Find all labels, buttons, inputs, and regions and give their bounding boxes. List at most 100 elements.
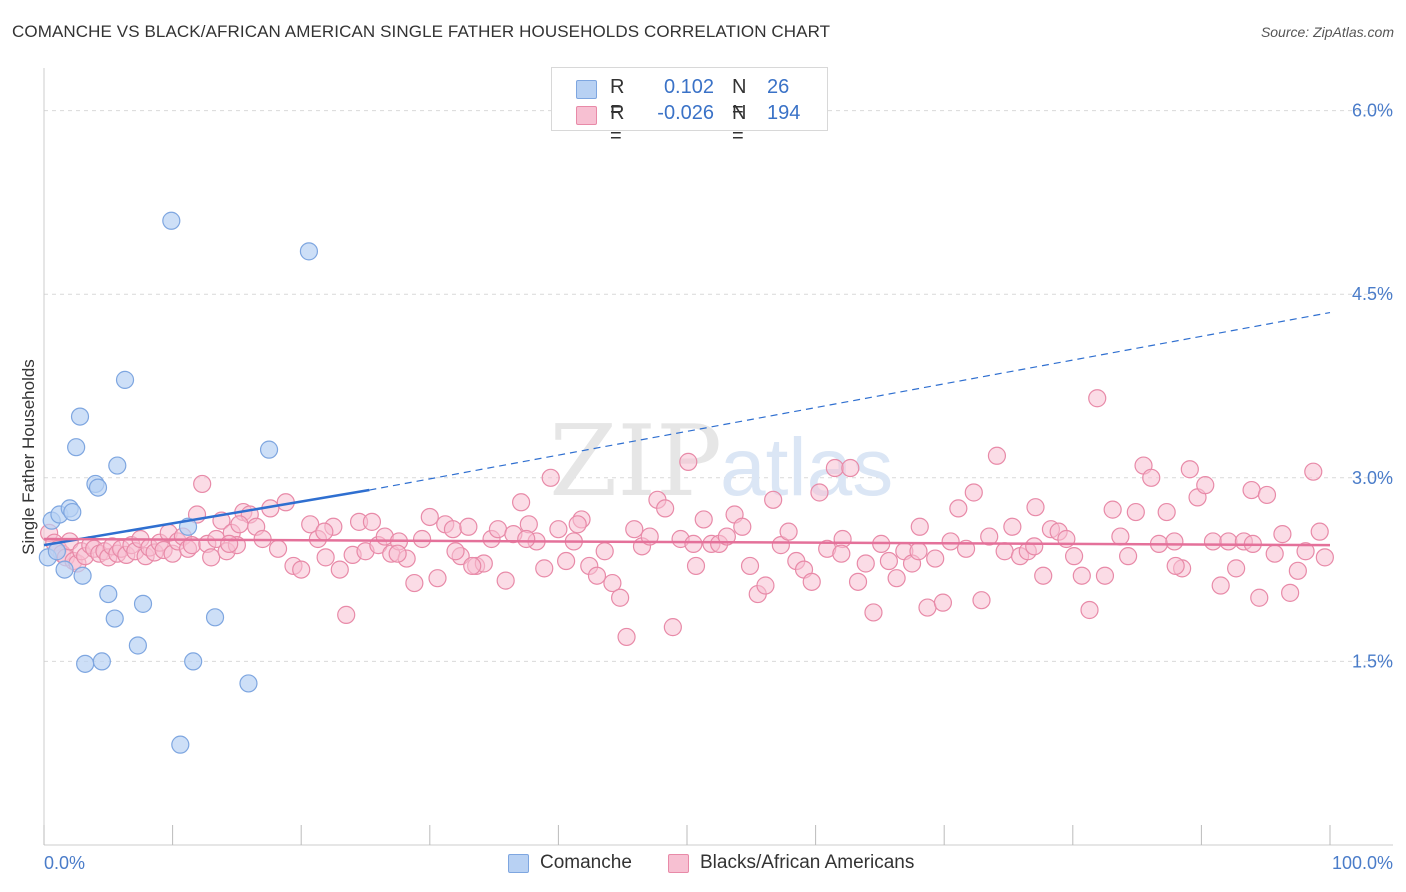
- black-point: [611, 588, 630, 607]
- black-point: [1296, 542, 1315, 561]
- black-point: [1180, 460, 1199, 479]
- comanche-swatch: [508, 854, 529, 873]
- legend-n-value: 194: [767, 102, 801, 124]
- black-point: [519, 515, 538, 534]
- trend-layer: [43, 311, 1331, 547]
- comanche-point: [259, 440, 279, 459]
- black-point: [1165, 532, 1184, 551]
- legend-n-value: 26: [767, 76, 790, 98]
- black-point: [1157, 502, 1176, 522]
- black-point: [535, 559, 554, 578]
- black-point: [1072, 566, 1091, 585]
- black-point: [1126, 502, 1145, 522]
- black-point: [779, 522, 798, 541]
- black-point: [694, 510, 713, 529]
- axis-layer: 1.5% 3.0% 4.5% 6.0%: [43, 68, 1393, 846]
- black-point: [496, 571, 515, 590]
- black-point: [1315, 548, 1334, 567]
- black-point: [337, 605, 356, 624]
- y-tick-label: 4.5%: [1352, 284, 1393, 304]
- black-point: [446, 542, 465, 561]
- black-point: [1304, 462, 1323, 481]
- black-point: [964, 483, 983, 502]
- black-point: [686, 556, 706, 576]
- black-point: [541, 468, 560, 487]
- black-point: [587, 566, 607, 585]
- black-point: [568, 515, 587, 534]
- comanche-point: [55, 560, 74, 579]
- black-points-layer: [40, 389, 1334, 647]
- black-swatch: [576, 106, 597, 125]
- comanche-point: [299, 242, 319, 261]
- black-point: [972, 591, 991, 610]
- black-point: [362, 512, 382, 531]
- black-point: [405, 573, 424, 593]
- black-point: [764, 490, 783, 509]
- comanche-trend-line: [43, 488, 370, 547]
- black-point: [656, 499, 675, 518]
- black-swatch: [668, 854, 689, 873]
- black-point: [517, 529, 536, 549]
- black-point: [388, 544, 407, 563]
- legend-label-black: Blacks/African Americans: [700, 852, 915, 873]
- black-point: [1219, 532, 1238, 551]
- comanche-point: [205, 608, 225, 627]
- comanche-point: [108, 456, 127, 475]
- black-point: [1242, 480, 1261, 500]
- black-point: [1026, 498, 1045, 517]
- legend-n-label: N =: [732, 76, 747, 121]
- black-point: [1080, 600, 1099, 620]
- y-tick-label: 3.0%: [1352, 468, 1393, 488]
- black-point: [428, 569, 447, 588]
- comanche-trend-extension: [369, 311, 1331, 491]
- black-point: [230, 515, 249, 534]
- watermark-atlas: atlas: [720, 422, 893, 513]
- black-point: [740, 556, 760, 576]
- black-point: [443, 520, 463, 539]
- legend-r-value: 0.102: [663, 76, 714, 98]
- comanche-point: [76, 654, 95, 673]
- black-point: [663, 618, 682, 637]
- black-point: [292, 560, 311, 579]
- source-label: Source: ZipAtlas.com: [1260, 24, 1394, 40]
- black-point: [1227, 559, 1246, 578]
- black-point: [918, 598, 937, 617]
- black-point: [941, 532, 960, 551]
- black-point: [733, 517, 752, 536]
- black-point: [315, 522, 334, 541]
- black-point: [910, 517, 929, 536]
- black-point: [1064, 547, 1084, 566]
- black-point: [1034, 566, 1053, 585]
- black-point: [771, 536, 790, 555]
- comanche-point: [105, 609, 124, 628]
- chart-title: COMANCHE VS BLACK/AFRICAN AMERICAN SINGL…: [12, 22, 831, 41]
- black-point: [856, 554, 875, 573]
- black-point: [603, 573, 622, 593]
- x-tick-label-min: 0.0%: [44, 853, 85, 873]
- black-point: [825, 458, 844, 478]
- black-point: [1281, 583, 1300, 602]
- black-point: [717, 527, 736, 546]
- legend-n-label: N =: [732, 102, 747, 147]
- legend-r-label: R =: [610, 76, 625, 121]
- black-trend-line: [43, 537, 1331, 547]
- black-point: [459, 517, 478, 536]
- black-point: [1196, 476, 1215, 495]
- black-point: [949, 499, 968, 518]
- black-point: [617, 627, 636, 647]
- black-point: [987, 446, 1007, 465]
- black-point: [488, 520, 508, 539]
- black-point: [995, 542, 1014, 561]
- black-point: [202, 548, 221, 567]
- black-point: [864, 603, 883, 622]
- black-point: [887, 569, 906, 588]
- black-point: [1111, 527, 1130, 546]
- black-point: [1273, 525, 1292, 544]
- black-point: [316, 548, 335, 567]
- comanche-point: [162, 211, 181, 230]
- black-point: [595, 542, 614, 561]
- black-point: [1003, 517, 1022, 536]
- black-point: [1250, 588, 1269, 607]
- comanche-point: [184, 652, 203, 671]
- black-point: [463, 556, 482, 576]
